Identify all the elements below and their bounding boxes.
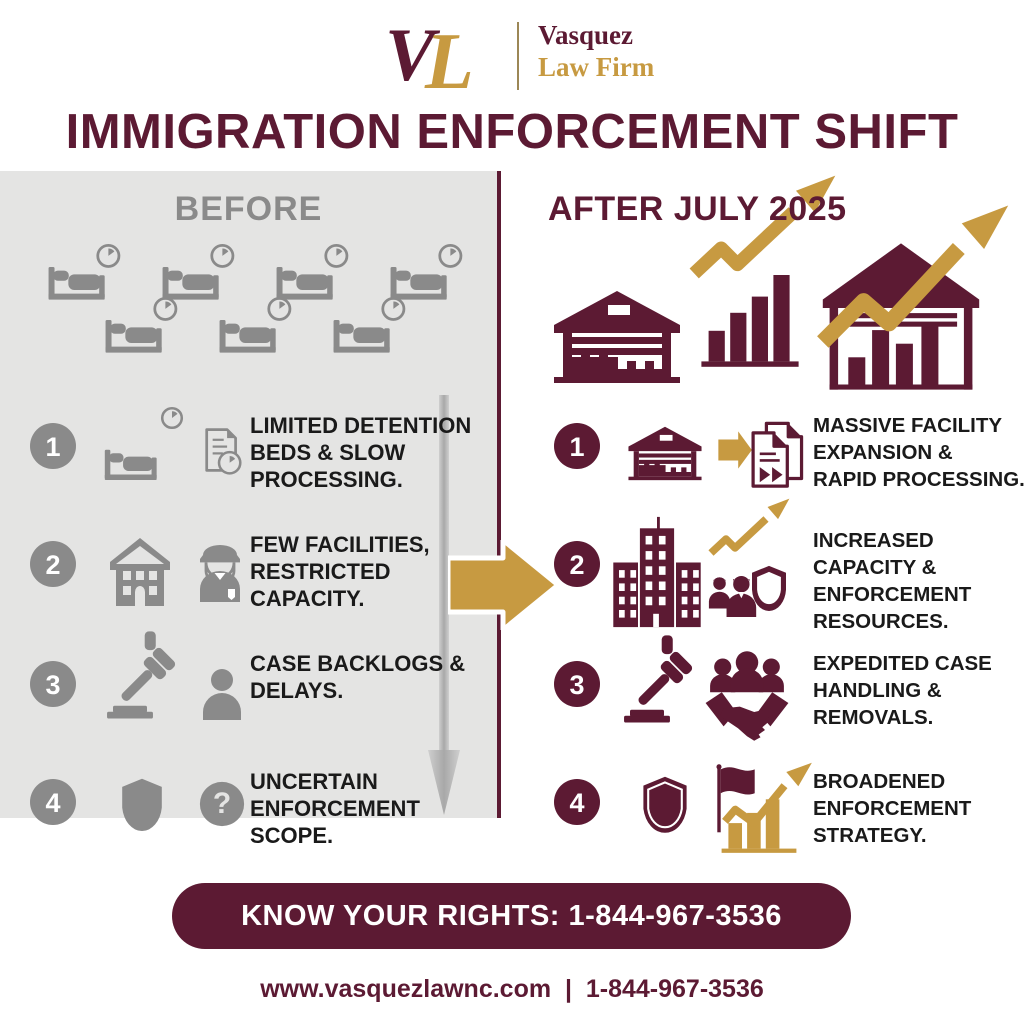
svg-text:3: 3 [45,670,60,700]
svg-text:1: 1 [45,432,60,462]
svg-text:?: ? [213,787,231,820]
svg-text:4: 4 [569,788,584,818]
svg-text:3: 3 [569,670,584,700]
svg-text:2: 2 [569,550,584,580]
svg-text:2: 2 [45,550,60,580]
svg-text:4: 4 [45,788,60,818]
svg-text:1: 1 [569,432,584,462]
